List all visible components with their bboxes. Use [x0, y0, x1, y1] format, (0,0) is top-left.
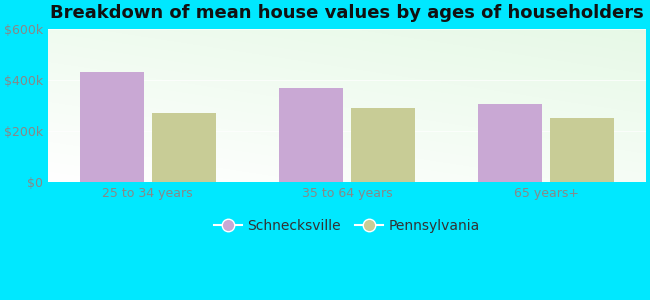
Title: Breakdown of mean house values by ages of householders: Breakdown of mean house values by ages o… [50, 4, 644, 22]
Bar [550, 118, 614, 182]
Bar [80, 73, 144, 182]
Bar [151, 113, 216, 182]
Bar [478, 104, 542, 182]
Bar [280, 88, 343, 182]
Legend: Schnecksville, Pennsylvania: Schnecksville, Pennsylvania [209, 214, 486, 239]
Bar [351, 108, 415, 182]
